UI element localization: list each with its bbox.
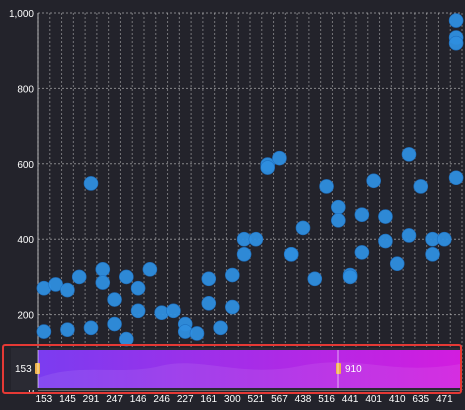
x-axis: 153 145 291 247 146 246 227 161 300 521 567 438 516 4… (36, 394, 454, 405)
data-point (48, 277, 63, 292)
y-axis: 1,000 800 600 400 200 0 (9, 9, 34, 397)
data-point (225, 299, 240, 315)
data-point (130, 280, 146, 296)
data-point (83, 320, 99, 336)
data-point (201, 271, 217, 287)
y-tick-label: 0 (28, 386, 34, 397)
data-point (272, 150, 287, 166)
x-tick-label: 300 (224, 394, 241, 405)
data-point (342, 269, 358, 285)
data-point (437, 231, 452, 247)
data-point (119, 331, 134, 347)
data-zoom-slider[interactable]: 153 910 (2, 344, 462, 394)
data-point (389, 256, 405, 272)
data-point (119, 269, 134, 285)
data-point (331, 199, 346, 215)
x-tick-label: 635 (412, 394, 429, 405)
data-point (413, 179, 429, 194)
data-point (107, 292, 122, 307)
data-point (83, 176, 99, 191)
slider-end-label: 910 (345, 364, 362, 375)
data-point (448, 35, 464, 51)
slider-start-label: 153 (15, 364, 32, 375)
x-tick-label: 401 (365, 394, 382, 405)
data-point (130, 303, 146, 319)
highlight-box (2, 344, 462, 394)
data-point (401, 228, 417, 243)
y-tick-label: 800 (17, 84, 34, 95)
data-point (295, 220, 311, 236)
data-point (448, 170, 464, 186)
x-tick-label: 567 (271, 394, 288, 405)
data-point (354, 207, 370, 222)
x-tick-label: 438 (295, 394, 312, 405)
data-point (95, 262, 111, 277)
x-tick-label: 410 (389, 394, 406, 405)
data-point (225, 267, 240, 283)
data-point (71, 269, 87, 285)
data-point (36, 324, 52, 339)
grid-layer (37, 12, 463, 391)
x-tick-label: 161 (200, 394, 217, 405)
data-point (236, 246, 252, 262)
x-tick-label: 247 (106, 394, 123, 405)
data-point (378, 209, 393, 224)
x-tick-label: 153 (36, 394, 53, 405)
data-point (319, 179, 334, 194)
data-point (401, 147, 417, 162)
data-point (60, 282, 75, 298)
data-point (366, 173, 381, 189)
data-point (448, 13, 464, 28)
data-point (95, 275, 111, 290)
data-point (260, 160, 275, 175)
data-point (60, 322, 75, 337)
data-point (189, 326, 205, 341)
y-tick-label: 600 (17, 160, 34, 171)
data-point (107, 316, 122, 332)
x-tick-label: 146 (130, 394, 147, 405)
data-point (166, 303, 181, 319)
data-point (354, 245, 370, 260)
x-tick-label: 471 (436, 394, 453, 405)
data-point (283, 246, 299, 262)
x-tick-label: 291 (83, 394, 100, 405)
data-point (201, 295, 217, 311)
data-point (378, 233, 393, 249)
data-point (331, 213, 346, 228)
data-point (425, 246, 440, 262)
data-point (213, 320, 228, 336)
data-points (36, 13, 464, 347)
x-tick-label: 521 (248, 394, 265, 405)
y-tick-label: 1,000 (9, 9, 34, 20)
x-tick-label: 246 (153, 394, 170, 405)
data-point (307, 271, 323, 287)
x-tick-label: 227 (177, 394, 194, 405)
x-tick-label: 441 (342, 394, 359, 405)
y-tick-label: 200 (17, 311, 34, 322)
data-point (142, 262, 158, 277)
x-tick-label: 516 (318, 394, 335, 405)
data-point (248, 231, 264, 247)
slider-silhouette (38, 362, 460, 388)
x-tick-label: 145 (59, 394, 76, 405)
slider-range[interactable] (38, 350, 460, 388)
y-tick-label: 400 (17, 235, 34, 246)
